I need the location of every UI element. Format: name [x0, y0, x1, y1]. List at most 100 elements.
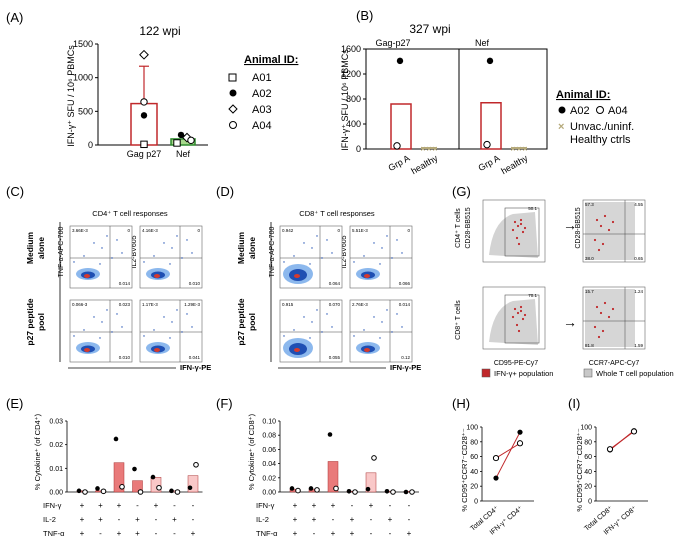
panel-h-point	[517, 429, 523, 435]
panel-c-plot-q-lr: 0.041	[189, 355, 201, 360]
panel-g-bottom-left-ifn-event	[516, 311, 520, 315]
panel-e-point	[150, 474, 156, 480]
panel-g-top-left-ifn-event	[519, 218, 523, 222]
panel-e-y-tick-label: 0.01	[49, 466, 63, 473]
panel-e-point	[174, 489, 181, 495]
panel-d-row1-line1: Medium	[236, 232, 246, 265]
panel-a-bar	[130, 102, 158, 146]
panel-f-bar	[327, 461, 339, 493]
panel-f-row-label: IFN-γ	[256, 501, 275, 510]
panel-f-point	[403, 489, 409, 495]
panel-i-y-tick-label: 0	[588, 499, 592, 506]
panel-h-y-tick-label: 20	[470, 484, 478, 491]
panel-g-top-left-ifn-event	[516, 224, 520, 228]
panel-g-top-right-q-ur: 4.55	[634, 202, 643, 207]
panel-f-combo-sign: -	[389, 529, 392, 538]
panel-f-combo-sign: +	[350, 529, 355, 538]
panel-f-point	[371, 455, 377, 461]
panel-c-xaxis: IFN-γ-PE	[180, 363, 211, 372]
svg-text:p27 peptidepool: p27 peptidepool	[25, 298, 46, 346]
panel-c-row2-line2: pool	[36, 313, 46, 331]
panel-g-top-left-ifn-event	[521, 230, 525, 234]
panel-g-top-right-q-ul: 57.3	[585, 202, 594, 207]
panel-f-combo-sign: +	[369, 501, 374, 510]
legend-b-filled-marker	[558, 106, 566, 114]
panel-d-plot-event	[379, 263, 381, 265]
panel-e-combo-sign: +	[80, 515, 85, 524]
panel-letter-f: (F)	[216, 396, 233, 411]
panel-letter-g: (G)	[452, 184, 471, 199]
panel-e-combo-sign: +	[191, 529, 196, 538]
panel-b-y-tick-label: 0	[356, 144, 361, 154]
panel-d-plot-event	[373, 316, 375, 318]
panel-i-y-tick-label: 80	[584, 439, 592, 446]
panel-g-top-right-ifn-event	[593, 238, 597, 242]
panel-c-row2-line1: p27 peptide	[25, 298, 35, 346]
panel-g-bottom-left-gate	[504, 294, 540, 344]
panel-e-ylabel: % Cytokine⁺ (of CD4⁺)	[33, 413, 42, 490]
panel-g-top-right-ifn-event	[599, 224, 603, 228]
panel-i-y-tick-label: 20	[584, 484, 592, 491]
svg-text:Mediumalone: Mediumalone	[236, 232, 257, 265]
panel-f-point	[289, 486, 295, 491]
panel-a-point	[140, 98, 148, 106]
panel-d-plot-event	[309, 263, 311, 265]
panel-d-plot-event	[401, 252, 403, 254]
panel-a-ylabel: IFN-γ⁺ SFU / 10⁶ PBMCs	[66, 45, 76, 147]
panel-d-row2-line2: pool	[247, 313, 257, 331]
panel-d-plot-event	[363, 255, 365, 257]
panel-e-combo-sign: -	[155, 529, 158, 538]
panel-d-plot-event	[293, 255, 295, 257]
panel-c-plot-cluster-hot	[84, 274, 90, 278]
panel-g-bottom-right-q-ur: 1.24	[634, 289, 643, 294]
panel-c-plot-q-ul: 1.17E-3	[142, 302, 158, 307]
panel-b-point	[393, 142, 401, 150]
panel-b-bar	[390, 103, 412, 150]
panel-d-title: CD8⁺ T cell responses	[299, 209, 375, 218]
panel-c-plot-event	[83, 329, 85, 331]
panel-a-point	[173, 139, 181, 147]
panel-g-bottom-left-ifn-event	[515, 323, 519, 327]
legend-g-gray-swatch	[583, 368, 593, 378]
panel-f-y-tick-label: 0.00	[262, 490, 276, 497]
panel-e-combo-sign: -	[192, 515, 195, 524]
panel-a-y-tick-label: 1000	[73, 73, 93, 83]
panel-f-y-tick-label: 0.06	[262, 447, 276, 454]
legend-g-red-swatch	[481, 368, 491, 378]
panel-c-yaxis-2: IL2-BV605	[131, 235, 138, 268]
panel-c-plot-q-ul: 3.66E-3	[72, 228, 88, 233]
panel-d-plot-event	[326, 239, 328, 241]
panel-a-y-tick-label: 500	[78, 106, 93, 116]
panel-c-plot-event	[171, 321, 173, 323]
panel-h-y-tick-label: 80	[470, 439, 478, 446]
panel-g-bottom-right-q-lr: 1.59	[634, 343, 643, 348]
panel-g-top-left-gate-label: 50.1	[528, 206, 537, 211]
panel-d-plot-event	[303, 316, 305, 318]
panel-g-bottom-right-q-ul: 15.7	[585, 289, 594, 294]
panel-e-y-tick-label: 0.00	[49, 490, 63, 497]
legend-g-label-1: IFN-γ+ population	[494, 369, 553, 378]
panel-b-x-tick-label: Grp A	[477, 153, 502, 173]
panel-d-plot-q-lr: 0.12	[401, 355, 410, 360]
panel-g-bottom-left-ifn-event	[519, 309, 523, 313]
panel-g-ylabel-top-2: CD28-BB515	[465, 207, 472, 248]
panel-d-plot-event	[326, 313, 328, 315]
panel-e-bar	[150, 477, 162, 493]
legend-g-label-2: Whole T cell population	[596, 369, 674, 378]
panel-c-plot-q-lr: 0.010	[119, 355, 131, 360]
panel-d-plot-q-ur: 0.014	[399, 302, 411, 307]
panel-e-combo-sign: +	[117, 501, 122, 510]
panel-g-top-right-ifn-event	[595, 218, 599, 222]
panel-a-chart: 122 wpi IFN-γ⁺ SFU / 10⁶ PBMCs	[66, 24, 181, 147]
panel-d-plot-cluster-hot	[294, 348, 300, 352]
legend-a-item-2: A02	[252, 88, 272, 100]
panel-d-plot-event	[401, 326, 403, 328]
panel-a-title: 122 wpi	[139, 24, 180, 38]
panel-d-xaxis: IFN-γ-PE	[390, 363, 421, 372]
panel-b-bar	[480, 102, 502, 150]
legend-circle-filled-marker	[229, 89, 237, 97]
panel-d-plot-event	[381, 321, 383, 323]
panel-g-top-left-ifn-event	[515, 236, 519, 240]
panel-e-combo-sign: +	[98, 501, 103, 510]
